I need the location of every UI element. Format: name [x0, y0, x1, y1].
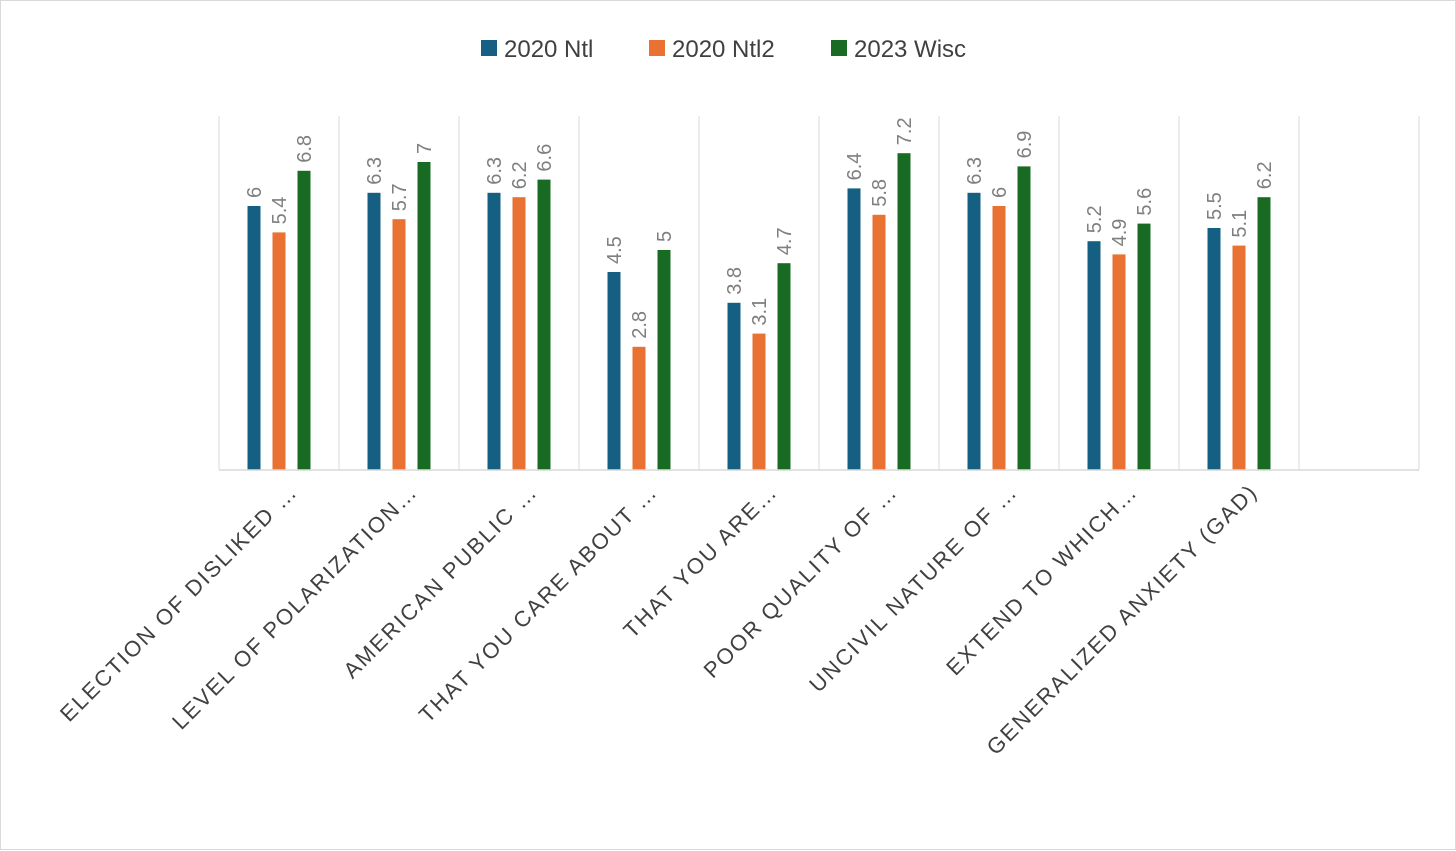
data-label-1-9: 5.5 — [1204, 192, 1226, 220]
bar-3-2 — [417, 162, 431, 470]
data-label-2-6: 5.8 — [869, 179, 891, 207]
bar-2-9 — [1232, 245, 1246, 470]
data-label-1-8: 5.2 — [1084, 205, 1106, 233]
data-label-2-2: 5.7 — [389, 183, 411, 211]
data-label-3-6: 7.2 — [894, 117, 916, 145]
legend-swatch-1 — [481, 40, 497, 56]
bar-2-3 — [512, 197, 526, 470]
bar-1-5 — [727, 302, 741, 470]
category-label-2: LEVEL OF POLARIZATION… — [167, 479, 422, 734]
bar-1-4 — [607, 272, 621, 470]
data-label-3-9: 6.2 — [1254, 161, 1276, 189]
bar-1-9 — [1207, 228, 1221, 470]
data-label-1-3: 6.3 — [484, 157, 506, 185]
data-label-1-7: 6.3 — [964, 157, 986, 185]
legend-label-3: 2023 Wisc — [854, 36, 966, 63]
data-label-2-9: 5.1 — [1229, 210, 1251, 238]
category-label-9: GENERALIZED ANXIETY (GAD) — [982, 479, 1263, 760]
bar-2-4 — [632, 346, 646, 470]
data-label-3-7: 6.9 — [1014, 131, 1036, 159]
legend-label-2: 2020 Ntl2 — [672, 36, 775, 63]
data-label-3-3: 6.6 — [534, 144, 556, 172]
bar-1-3 — [487, 192, 501, 471]
legend-swatch-3 — [831, 40, 847, 56]
data-label-3-1: 6.8 — [294, 135, 316, 163]
bar-1-1 — [247, 206, 261, 470]
bar-2-5 — [752, 333, 766, 470]
data-label-1-6: 6.4 — [844, 153, 866, 181]
category-label-3: AMERICAN PUBLIC … — [338, 479, 542, 683]
bar-2-6 — [872, 214, 886, 470]
category-gridlines — [218, 116, 1420, 470]
bar-3-9 — [1257, 197, 1271, 470]
bar-2-8 — [1112, 254, 1126, 470]
bar-2-7 — [992, 206, 1006, 470]
legend: 2020 Ntl 2020 Ntl2 2023 Wisc — [481, 36, 966, 63]
bar-1-8 — [1087, 241, 1101, 470]
data-label-2-5: 3.1 — [749, 298, 771, 326]
bar-3-3 — [537, 179, 551, 470]
category-labels: ELECTION OF DISLIKED …LEVEL OF POLARIZAT… — [55, 479, 1263, 760]
bar-1-7 — [967, 192, 981, 471]
bars — [247, 153, 1271, 471]
category-label-7: UNCIVIL NATURE OF … — [804, 479, 1022, 697]
data-label-3-8: 5.6 — [1134, 188, 1156, 216]
bar-3-5 — [777, 263, 791, 470]
data-label-1-1: 6 — [244, 187, 266, 198]
category-label-8: EXTEND TO WHICH… — [941, 479, 1142, 680]
data-label-2-7: 6 — [989, 187, 1011, 198]
bar-3-7 — [1017, 166, 1031, 470]
data-label-2-3: 6.2 — [509, 161, 531, 189]
data-labels: 66.3 6.34.53.86.4 6.35.2 5.55.4 5.76.22.8 3.1… — [244, 117, 1276, 338]
bar-2-1 — [272, 232, 286, 470]
data-label-3-2: 7 — [414, 143, 436, 154]
category-label-4: THAT YOU CARE ABOUT … — [414, 479, 663, 728]
data-label-1-5: 3.8 — [724, 267, 746, 295]
bar-1-6 — [847, 188, 861, 470]
bar-3-4 — [657, 250, 671, 470]
data-label-3-4: 5 — [654, 231, 676, 242]
legend-swatch-2 — [649, 40, 665, 56]
data-label-3-5: 4.7 — [774, 227, 796, 255]
data-label-2-1: 5.4 — [269, 197, 291, 225]
data-label-2-4: 2.8 — [629, 311, 651, 339]
bar-1-2 — [367, 192, 381, 471]
bar-3-1 — [297, 170, 311, 471]
legend-label-1: 2020 Ntl — [504, 36, 593, 63]
bar-3-6 — [897, 153, 911, 470]
bar-2-2 — [392, 219, 406, 470]
data-label-2-8: 4.9 — [1109, 219, 1131, 247]
category-label-1: ELECTION OF DISLIKED … — [55, 479, 303, 727]
data-label-1-4: 4.5 — [604, 236, 626, 264]
category-label-6: POOR QUALITY OF … — [699, 479, 903, 683]
data-label-1-2: 6.3 — [364, 157, 386, 185]
bar-3-8 — [1137, 223, 1151, 470]
